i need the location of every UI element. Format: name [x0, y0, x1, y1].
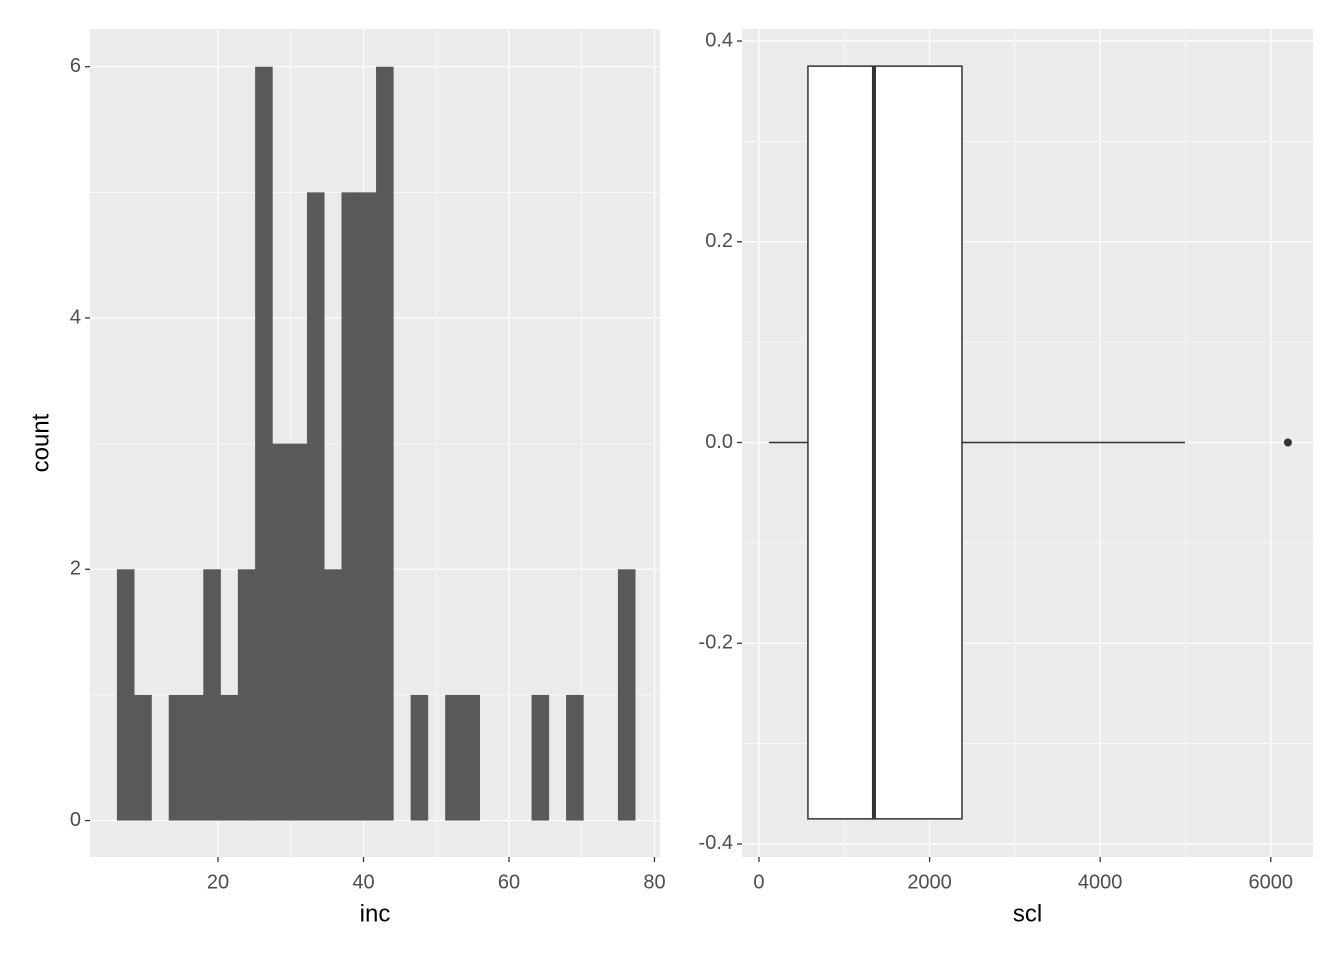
x-axis-title: scl [1013, 900, 1042, 927]
x-axis-title: inc [360, 900, 391, 927]
y-tick-label: -0.2 [699, 632, 733, 654]
y-tick-label: 0 [70, 809, 81, 831]
x-tick-label: 40 [352, 871, 374, 893]
bar [255, 66, 273, 821]
x-tick-label: 20 [207, 871, 229, 893]
bar [617, 569, 636, 821]
x-tick-label: 0 [753, 871, 764, 893]
bar [272, 443, 290, 821]
bar [203, 569, 221, 821]
bar [566, 694, 584, 821]
x-tick-label: 6000 [1249, 871, 1294, 893]
bar [186, 694, 204, 821]
y-tick-label: 0.4 [705, 29, 733, 51]
bar [531, 694, 550, 821]
y-tick-label: 0.0 [705, 431, 733, 453]
x-tick-label: 60 [498, 871, 520, 893]
y-tick-label: 4 [70, 306, 81, 328]
bar [376, 66, 394, 821]
y-tick-label: -0.4 [699, 832, 733, 854]
bar [410, 694, 429, 821]
bar [116, 569, 135, 821]
bar [306, 192, 325, 821]
bar [289, 443, 308, 821]
y-tick-label: 2 [70, 558, 81, 580]
bar [168, 694, 187, 821]
y-axis-title: count [27, 413, 54, 472]
bar [324, 569, 342, 821]
bar [341, 192, 360, 821]
x-tick-label: 80 [643, 871, 665, 893]
y-tick-label: 0.2 [705, 230, 733, 252]
bar [358, 192, 377, 821]
y-tick-label: 6 [70, 55, 81, 77]
box [807, 65, 963, 820]
x-tick-label: 4000 [1078, 871, 1123, 893]
bar [220, 694, 239, 821]
bar [462, 694, 481, 821]
x-tick-label: 2000 [907, 871, 952, 893]
bar [134, 694, 152, 821]
outlier [1283, 438, 1292, 447]
bar [237, 569, 256, 821]
bar [445, 694, 463, 821]
